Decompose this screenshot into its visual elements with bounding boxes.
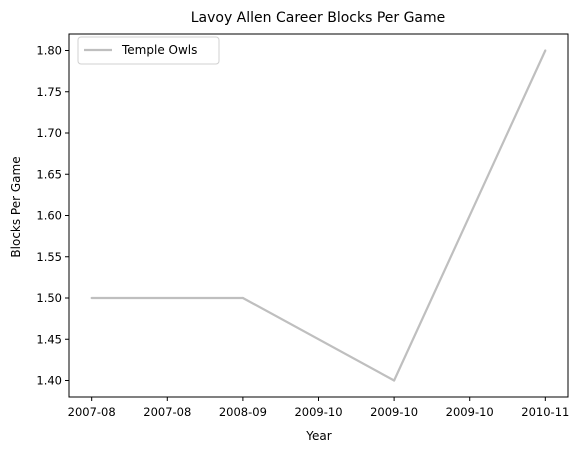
y-tick-label: 1.65 — [36, 167, 62, 181]
y-tick-label: 1.55 — [36, 250, 62, 264]
y-tick-label: 1.60 — [36, 209, 62, 223]
x-tick-label: 2007-08 — [68, 405, 116, 419]
x-tick-label: 2008-09 — [219, 405, 267, 419]
x-axis-label: Year — [305, 429, 331, 443]
y-tick-label: 1.40 — [36, 374, 62, 388]
x-tick-label: 2009-10 — [294, 405, 342, 419]
x-axis-ticks: 2007-08 2007-08 2008-09 2009-10 2009-10 2009-… — [68, 397, 569, 419]
data-point — [393, 379, 396, 382]
y-tick-label: 1.70 — [36, 126, 62, 140]
y-axis-ticks: 1.40 1.45 1.50 1.55 1.60 1.65 1.70 1.75 1.80 — [36, 44, 69, 388]
legend-frame — [77, 36, 220, 65]
data-point — [544, 49, 547, 52]
y-axis-label: Blocks Per Game — [9, 156, 23, 257]
series-layer — [90, 49, 547, 382]
data-point — [90, 296, 93, 300]
y-tick-label: 1.80 — [36, 44, 62, 58]
x-tick-label: 2009-10 — [446, 405, 494, 419]
chart-title: Lavoy Allen Career Blocks Per Game — [191, 10, 446, 26]
data-point — [241, 296, 244, 300]
y-tick-label: 1.75 — [36, 85, 62, 99]
plot-area-frame — [68, 33, 569, 398]
x-tick-label: 2009-10 — [370, 405, 418, 419]
y-tick-label: 1.45 — [36, 332, 62, 346]
legend-label-temple-owls: Temple Owls — [121, 43, 197, 57]
x-tick-label: 2010-11 — [521, 405, 569, 419]
y-tick-label: 1.50 — [36, 291, 62, 305]
series-line-temple-owls — [91, 50, 547, 382]
legend: Temple Owls — [77, 36, 220, 65]
x-tick-label: 2007-08 — [143, 405, 191, 419]
